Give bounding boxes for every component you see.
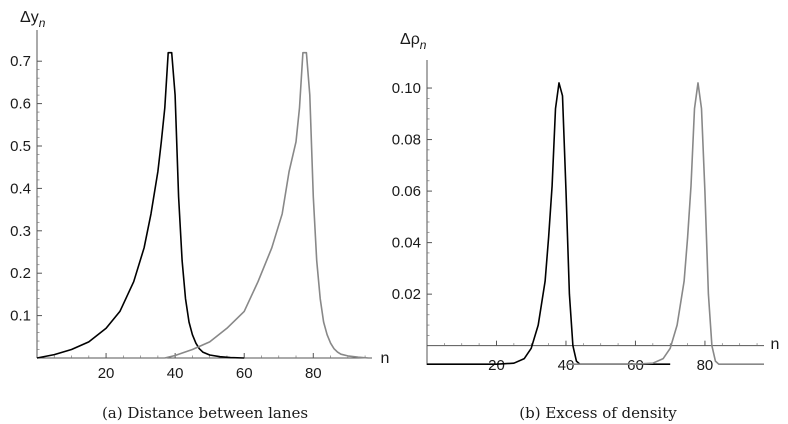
y-tick-label: 0.10 — [392, 80, 421, 97]
y-tick-label: 0.04 — [392, 235, 421, 252]
y-axis-label-subscript: n — [39, 16, 46, 30]
y-tick-label: 0.06 — [392, 183, 421, 200]
y-tick-label: 0.08 — [392, 132, 421, 149]
y-axis-label: Δρn — [400, 31, 427, 52]
x-tick-label: 60 — [236, 365, 253, 382]
series-line-2 — [566, 82, 764, 366]
x-tick-label: 20 — [98, 365, 115, 382]
y-tick-label: 0.4 — [10, 180, 31, 197]
x-tick-label: 80 — [305, 365, 322, 382]
y-tick-label: 0.1 — [10, 308, 31, 325]
y-tick-label: 0.02 — [392, 286, 421, 303]
y-tick-label: 0.3 — [10, 223, 31, 240]
series-line-1 — [36, 51, 245, 359]
x-tick-label: 40 — [558, 357, 575, 374]
x-tick-label: 80 — [697, 357, 714, 374]
y-axis-label-subscript: n — [420, 38, 427, 52]
y-tick-label: 0.5 — [10, 138, 31, 155]
series-line-2 — [164, 51, 369, 359]
y-tick-label: 0.7 — [10, 53, 31, 70]
caption-a: (a) Distance between lanes — [102, 404, 308, 422]
y-axis-label: Δyn — [20, 9, 46, 30]
x-tick-label: 60 — [627, 357, 644, 374]
caption-b: (b) Excess of density — [519, 404, 677, 422]
x-tick-label: 20 — [488, 357, 505, 374]
x-tick-label: 40 — [167, 365, 184, 382]
y-tick-label: 0.6 — [10, 96, 31, 113]
y-tick-label: 0.2 — [10, 265, 31, 282]
series-line-1 — [427, 82, 671, 366]
x-axis-label: n — [381, 350, 390, 367]
x-axis-label: n — [771, 336, 780, 353]
